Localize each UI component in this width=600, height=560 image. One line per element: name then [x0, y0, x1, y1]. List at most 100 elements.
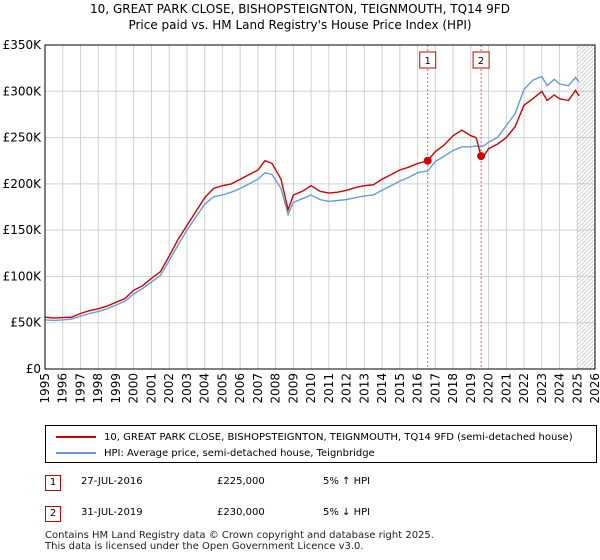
legend-swatch-property — [56, 436, 96, 438]
hatch-line — [577, 210, 595, 230]
hatch-line — [577, 126, 595, 146]
hatch-line — [577, 45, 586, 54]
x-tick-label: 2011 — [322, 373, 336, 404]
hatch-line — [185, 45, 509, 369]
x-tick-label: 2025 — [570, 373, 584, 404]
x-tick-label: 2013 — [357, 373, 371, 404]
footer-line-1: Contains HM Land Registry data © Crown c… — [45, 530, 434, 541]
x-tick-label: 2010 — [304, 373, 318, 404]
hatch-line — [577, 110, 595, 130]
x-tick-label: 2012 — [340, 373, 354, 404]
hatch-line — [577, 162, 595, 182]
hatch-line — [577, 122, 595, 142]
hatch-line — [577, 194, 595, 214]
hatch-line — [181, 45, 505, 369]
sale-point — [423, 156, 432, 165]
hatch-line — [577, 178, 595, 198]
y-tick-label: £150K — [3, 223, 43, 237]
hatch-line — [189, 45, 513, 369]
hatch-line — [241, 45, 565, 369]
sale-point — [477, 152, 486, 161]
hatch-line — [577, 274, 595, 294]
sale-hpi-diff: 5% ↑ HPI — [323, 476, 371, 487]
x-tick-label: 2008 — [269, 373, 283, 404]
hatch-line — [577, 98, 595, 118]
sale-date: 31-JUL-2019 — [81, 507, 143, 518]
hatch-line — [577, 198, 595, 218]
legend-label-property: 10, GREAT PARK CLOSE, BISHOPSTEIGNTON, T… — [104, 431, 573, 443]
x-tick-label: 2007 — [251, 373, 265, 404]
y-tick-label: £350K — [3, 38, 43, 52]
hatch-line — [229, 45, 553, 369]
hatch-line — [577, 298, 595, 318]
hatch-line — [221, 45, 545, 369]
hatch-line — [581, 354, 595, 369]
hatch-line — [577, 90, 595, 110]
hatch-line — [577, 310, 595, 330]
x-tick-label: 2009 — [286, 373, 300, 404]
hatch-line — [577, 206, 595, 226]
hatch-line — [577, 45, 582, 50]
x-tick-label: 2004 — [198, 373, 212, 404]
x-tick-label: 2026 — [588, 373, 600, 404]
y-tick-label: £250K — [3, 131, 43, 145]
x-tick-label: 2005 — [215, 373, 229, 404]
legend: 10, GREAT PARK CLOSE, BISHOPSTEIGNTON, T… — [45, 425, 597, 463]
y-tick-label: £0 — [26, 362, 41, 376]
sale-number-badge: 2 — [45, 506, 61, 522]
plot-frame — [44, 44, 596, 370]
hatch-line — [577, 45, 594, 62]
x-tick-label: 2024 — [553, 373, 567, 404]
hatch-line — [225, 45, 549, 369]
hatch-line — [233, 45, 557, 369]
x-tick-label: 2014 — [375, 373, 389, 404]
hatch-line — [577, 138, 595, 158]
hatch-line — [577, 214, 595, 234]
sale-price: £225,000 — [217, 476, 265, 487]
hatch-line — [577, 238, 595, 258]
legend-label-hpi: HPI: Average price, semi-detached house,… — [104, 447, 375, 459]
sale-hpi-diff: 5% ↓ HPI — [323, 507, 371, 518]
x-tick-label: 2002 — [162, 373, 176, 404]
footer-line-2: This data is licensed under the Open Gov… — [45, 541, 364, 552]
hatch-line — [577, 58, 595, 78]
sale-label-text: 1 — [425, 56, 431, 67]
hatch-line — [201, 45, 525, 369]
sale-label-box — [419, 51, 437, 69]
x-tick-label: 2001 — [144, 373, 158, 404]
price-chart: 10, GREAT PARK CLOSE, BISHOPSTEIGNTON, T… — [3, 2, 600, 404]
y-tick-label: £200K — [3, 177, 43, 191]
hatch-line — [577, 306, 595, 326]
hatch-line — [577, 50, 595, 70]
hatch-line — [577, 86, 595, 106]
x-tick-label: 2016 — [411, 373, 425, 404]
sale-price: £230,000 — [217, 507, 265, 518]
chart-subtitle: Price paid vs. HM Land Registry's House … — [128, 18, 471, 32]
y-tick-label: £300K — [3, 84, 43, 98]
hpi-line — [44, 75, 580, 322]
x-tick-label: 1996 — [56, 373, 70, 404]
x-tick-label: 2015 — [393, 373, 407, 404]
hatch-line — [577, 130, 595, 150]
sale-label-text: 2 — [478, 56, 484, 67]
x-tick-label: 2017 — [428, 373, 442, 404]
hatch-line — [577, 182, 595, 202]
sale-date: 27-JUL-2016 — [81, 476, 143, 487]
legend-swatch-hpi — [56, 452, 96, 454]
chart-title: 10, GREAT PARK CLOSE, BISHOPSTEIGNTON, T… — [90, 2, 510, 16]
x-tick-label: 2003 — [180, 373, 194, 404]
x-tick-label: 2019 — [464, 373, 478, 404]
legend-item-property: 10, GREAT PARK CLOSE, BISHOPSTEIGNTON, T… — [56, 429, 573, 445]
hatch-line — [577, 174, 595, 194]
hatch-line — [577, 154, 595, 174]
sale-row: 1 27-JUL-2016 £225,000 5% ↑ HPI — [45, 475, 595, 491]
hatch-line — [577, 82, 595, 102]
property-price-line — [44, 89, 580, 319]
x-tick-label: 2021 — [499, 373, 513, 404]
hatch-line — [577, 142, 595, 162]
hatch-line — [577, 166, 595, 186]
hatch-line — [577, 302, 595, 322]
hatch-line — [577, 118, 595, 138]
hatch-line — [577, 146, 595, 166]
x-tick-label: 1997 — [73, 373, 87, 404]
